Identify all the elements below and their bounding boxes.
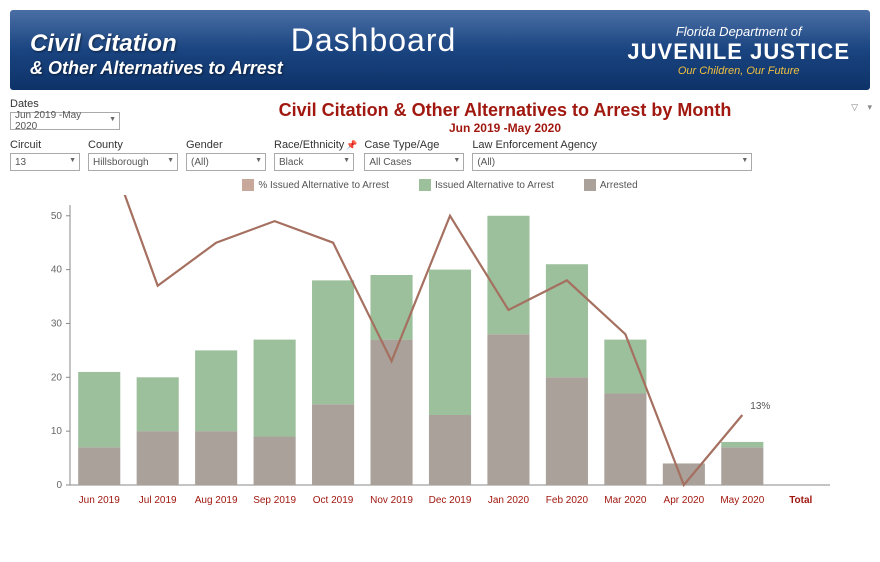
race-select[interactable]: Black [274,153,354,171]
gender-label: Gender [186,139,266,151]
banner-line2: & Other Alternatives to Arrest [30,58,283,79]
banner-dept-block: Florida Department of JUVENILE JUSTICE O… [627,24,850,77]
svg-text:Nov 2019: Nov 2019 [370,495,413,506]
svg-text:50: 50 [51,211,63,222]
svg-text:Dec 2019: Dec 2019 [429,495,472,506]
case-select[interactable]: All Cases [364,153,464,171]
menu-caret-icon[interactable]: ▾ [867,102,872,113]
chart-canvas: 0102030405067%13%Jun 2019Jul 2019Aug 201… [20,195,840,515]
law-label: Law Enforcement Agency [472,139,870,151]
chart-title: Civil Citation & Other Alternatives to A… [140,100,870,121]
svg-text:Jul 2019: Jul 2019 [139,495,177,506]
pin-icon: 📌 [346,140,356,150]
legend-issued: Issued Alternative to Arrest [419,179,554,191]
chart-legend: % Issued Alternative to Arrest Issued Al… [0,179,880,191]
svg-text:10: 10 [51,426,63,437]
banner-dashboard: Dashboard [291,22,457,59]
svg-text:Feb 2020: Feb 2020 [546,495,589,506]
banner-line1: Civil Citation [30,30,283,58]
svg-text:Jan 2020: Jan 2020 [488,495,530,506]
circuit-select[interactable]: 13 [10,153,80,171]
svg-text:40: 40 [51,265,63,276]
dates-value: Jun 2019 -May 2020 [15,110,101,132]
race-label: Race/Ethnicity📌 [274,139,356,151]
legend-pct: % Issued Alternative to Arrest [242,179,389,191]
svg-text:Oct 2019: Oct 2019 [313,495,354,506]
case-label: Case Type/Age [364,139,464,151]
header-banner: Civil Citation & Other Alternatives to A… [10,10,870,90]
svg-text:30: 30 [51,318,63,329]
svg-text:May 2020: May 2020 [720,495,764,506]
legend-arrested: Arrested [584,179,638,191]
circuit-label: Circuit [10,139,80,151]
svg-text:Jun 2019: Jun 2019 [79,495,121,506]
banner-jj: JUVENILE JUSTICE [627,39,850,65]
svg-text:Apr 2020: Apr 2020 [664,495,705,506]
svg-text:Sep 2019: Sep 2019 [253,495,296,506]
gender-select[interactable]: (All) [186,153,266,171]
dates-label: Dates [10,98,120,110]
banner-dept: Florida Department of [627,24,850,39]
svg-text:0: 0 [56,480,62,491]
svg-text:Total: Total [789,495,812,506]
chart-subtitle: Jun 2019 -May 2020 [140,121,870,135]
banner-tagline: Our Children, Our Future [627,65,850,77]
law-select[interactable]: (All) [472,153,752,171]
banner-title-block: Civil Citation & Other Alternatives to A… [30,22,456,79]
svg-text:20: 20 [51,372,63,383]
svg-text:Mar 2020: Mar 2020 [604,495,647,506]
filter-funnel-icon[interactable]: ▽ [851,102,858,113]
county-select[interactable]: Hillsborough [88,153,178,171]
svg-text:Aug 2019: Aug 2019 [195,495,238,506]
county-label: County [88,139,178,151]
dates-select[interactable]: Jun 2019 -May 2020 [10,112,120,130]
svg-text:13%: 13% [750,401,770,412]
